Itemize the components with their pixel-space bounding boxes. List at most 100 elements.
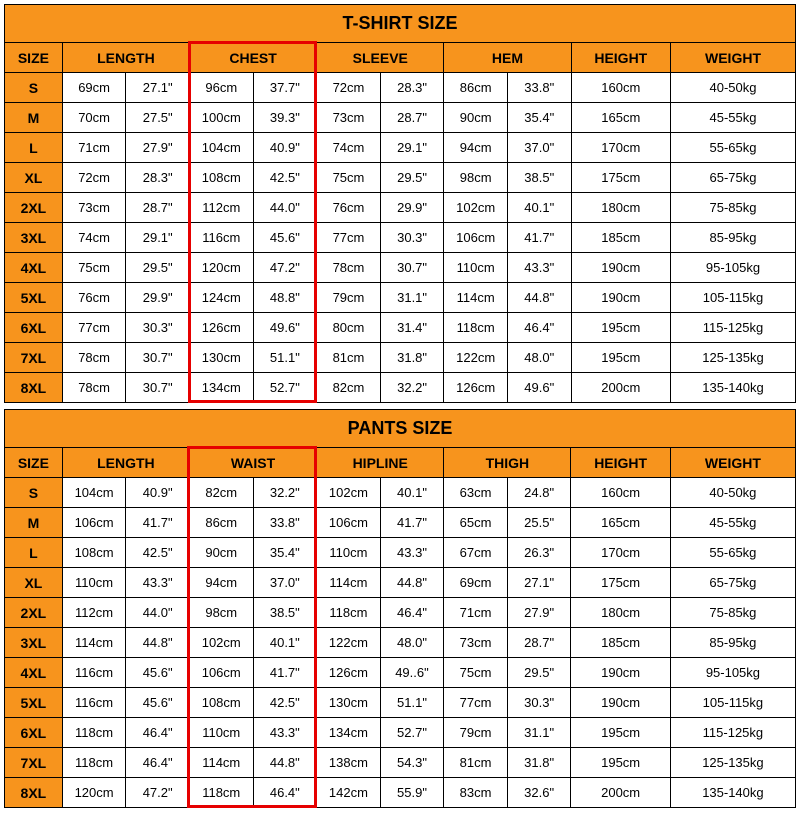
data-cell: 70cm	[62, 103, 126, 133]
table-row: M70cm27.5"100cm39.3"73cm28.7"90cm35.4"16…	[5, 103, 796, 133]
data-cell: 29.5"	[126, 253, 190, 283]
data-cell: 120cm	[190, 253, 254, 283]
data-cell: 47.2"	[126, 778, 190, 808]
tshirt-table-wrap: T-SHIRT SIZE SIZE LENGTH CHEST SLEEVE HE…	[4, 4, 796, 403]
data-cell: 90cm	[444, 103, 508, 133]
data-cell: 81cm	[317, 343, 381, 373]
data-cell: 195cm	[571, 718, 670, 748]
data-cell: 27.9"	[507, 598, 571, 628]
data-cell: 170cm	[571, 133, 670, 163]
size-cell: S	[5, 73, 63, 103]
data-cell: 75-85kg	[671, 193, 796, 223]
data-cell: 45-55kg	[670, 508, 795, 538]
table-row: S69cm27.1"96cm37.7"72cm28.3"86cm33.8"160…	[5, 73, 796, 103]
table-row: 6XL77cm30.3"126cm49.6"80cm31.4"118cm46.4…	[5, 313, 796, 343]
data-cell: 110cm	[189, 718, 253, 748]
data-cell: 51.1"	[253, 343, 317, 373]
table-row: M106cm41.7"86cm33.8"106cm41.7"65cm25.5"1…	[5, 508, 796, 538]
data-cell: 108cm	[62, 538, 126, 568]
data-cell: 94cm	[189, 568, 253, 598]
data-cell: 37.0"	[253, 568, 317, 598]
table-row: 5XL116cm45.6"108cm42.5"130cm51.1"77cm30.…	[5, 688, 796, 718]
data-cell: 45-55kg	[671, 103, 796, 133]
data-cell: 26.3"	[507, 538, 571, 568]
size-cell: 4XL	[5, 658, 63, 688]
data-cell: 42.5"	[253, 163, 317, 193]
data-cell: 42.5"	[126, 538, 190, 568]
data-cell: 79cm	[444, 718, 508, 748]
data-cell: 31.1"	[380, 283, 444, 313]
table-row: 8XL120cm47.2"118cm46.4"142cm55.9"83cm32.…	[5, 778, 796, 808]
data-cell: 46.4"	[507, 313, 571, 343]
data-cell: 106cm	[444, 223, 508, 253]
size-cell: XL	[5, 163, 63, 193]
data-cell: 72cm	[62, 163, 126, 193]
data-cell: 49..6"	[380, 658, 444, 688]
data-cell: 65-75kg	[670, 568, 795, 598]
data-cell: 175cm	[571, 163, 670, 193]
data-cell: 43.3"	[126, 568, 190, 598]
data-cell: 78cm	[62, 373, 126, 403]
size-cell: 6XL	[5, 313, 63, 343]
data-cell: 69cm	[62, 73, 126, 103]
data-cell: 32.6"	[507, 778, 571, 808]
data-cell: 116cm	[190, 223, 254, 253]
data-cell: 86cm	[444, 73, 508, 103]
data-cell: 124cm	[190, 283, 254, 313]
th-length: LENGTH	[62, 448, 189, 478]
data-cell: 83cm	[444, 778, 508, 808]
size-cell: 8XL	[5, 778, 63, 808]
pants-table-wrap: PANTS SIZE SIZE LENGTH WAIST HIPLINE THI…	[4, 409, 796, 808]
size-cell: 2XL	[5, 598, 63, 628]
data-cell: 29.5"	[507, 658, 571, 688]
table-row: 3XL74cm29.1"116cm45.6"77cm30.3"106cm41.7…	[5, 223, 796, 253]
data-cell: 135-140kg	[670, 778, 795, 808]
th-height: HEIGHT	[571, 448, 670, 478]
data-cell: 31.4"	[380, 313, 444, 343]
th-length: LENGTH	[62, 43, 189, 73]
data-cell: 195cm	[571, 748, 670, 778]
data-cell: 45.6"	[126, 688, 190, 718]
size-cell: L	[5, 133, 63, 163]
table-row: 7XL78cm30.7"130cm51.1"81cm31.8"122cm48.0…	[5, 343, 796, 373]
data-cell: 73cm	[62, 193, 126, 223]
th-hem: HEM	[444, 43, 571, 73]
data-cell: 118cm	[444, 313, 508, 343]
data-cell: 35.4"	[253, 538, 317, 568]
data-cell: 195cm	[571, 343, 670, 373]
data-cell: 37.7"	[253, 73, 317, 103]
data-cell: 27.5"	[126, 103, 190, 133]
size-cell: 3XL	[5, 628, 63, 658]
data-cell: 125-135kg	[671, 343, 796, 373]
size-cell: 4XL	[5, 253, 63, 283]
data-cell: 185cm	[571, 628, 670, 658]
size-cell: L	[5, 538, 63, 568]
data-cell: 41.7"	[253, 658, 317, 688]
data-cell: 54.3"	[380, 748, 444, 778]
data-cell: 75cm	[62, 253, 126, 283]
data-cell: 63cm	[444, 478, 508, 508]
data-cell: 44.8"	[507, 283, 571, 313]
data-cell: 24.8"	[507, 478, 571, 508]
data-cell: 160cm	[571, 73, 670, 103]
data-cell: 27.1"	[507, 568, 571, 598]
data-cell: 190cm	[571, 658, 670, 688]
data-cell: 46.4"	[126, 748, 190, 778]
data-cell: 78cm	[62, 343, 126, 373]
data-cell: 106cm	[62, 508, 126, 538]
table-row: XL110cm43.3"94cm37.0"114cm44.8"69cm27.1"…	[5, 568, 796, 598]
table-row: 2XL112cm44.0"98cm38.5"118cm46.4"71cm27.9…	[5, 598, 796, 628]
data-cell: 108cm	[190, 163, 254, 193]
table-row: 4XL75cm29.5"120cm47.2"78cm30.7"110cm43.3…	[5, 253, 796, 283]
data-cell: 77cm	[317, 223, 381, 253]
data-cell: 32.2"	[380, 373, 444, 403]
data-cell: 82cm	[189, 478, 253, 508]
data-cell: 98cm	[189, 598, 253, 628]
data-cell: 86cm	[189, 508, 253, 538]
data-cell: 122cm	[444, 343, 508, 373]
data-cell: 100cm	[190, 103, 254, 133]
data-cell: 138cm	[317, 748, 381, 778]
data-cell: 114cm	[317, 568, 381, 598]
data-cell: 96cm	[190, 73, 254, 103]
data-cell: 134cm	[190, 373, 254, 403]
